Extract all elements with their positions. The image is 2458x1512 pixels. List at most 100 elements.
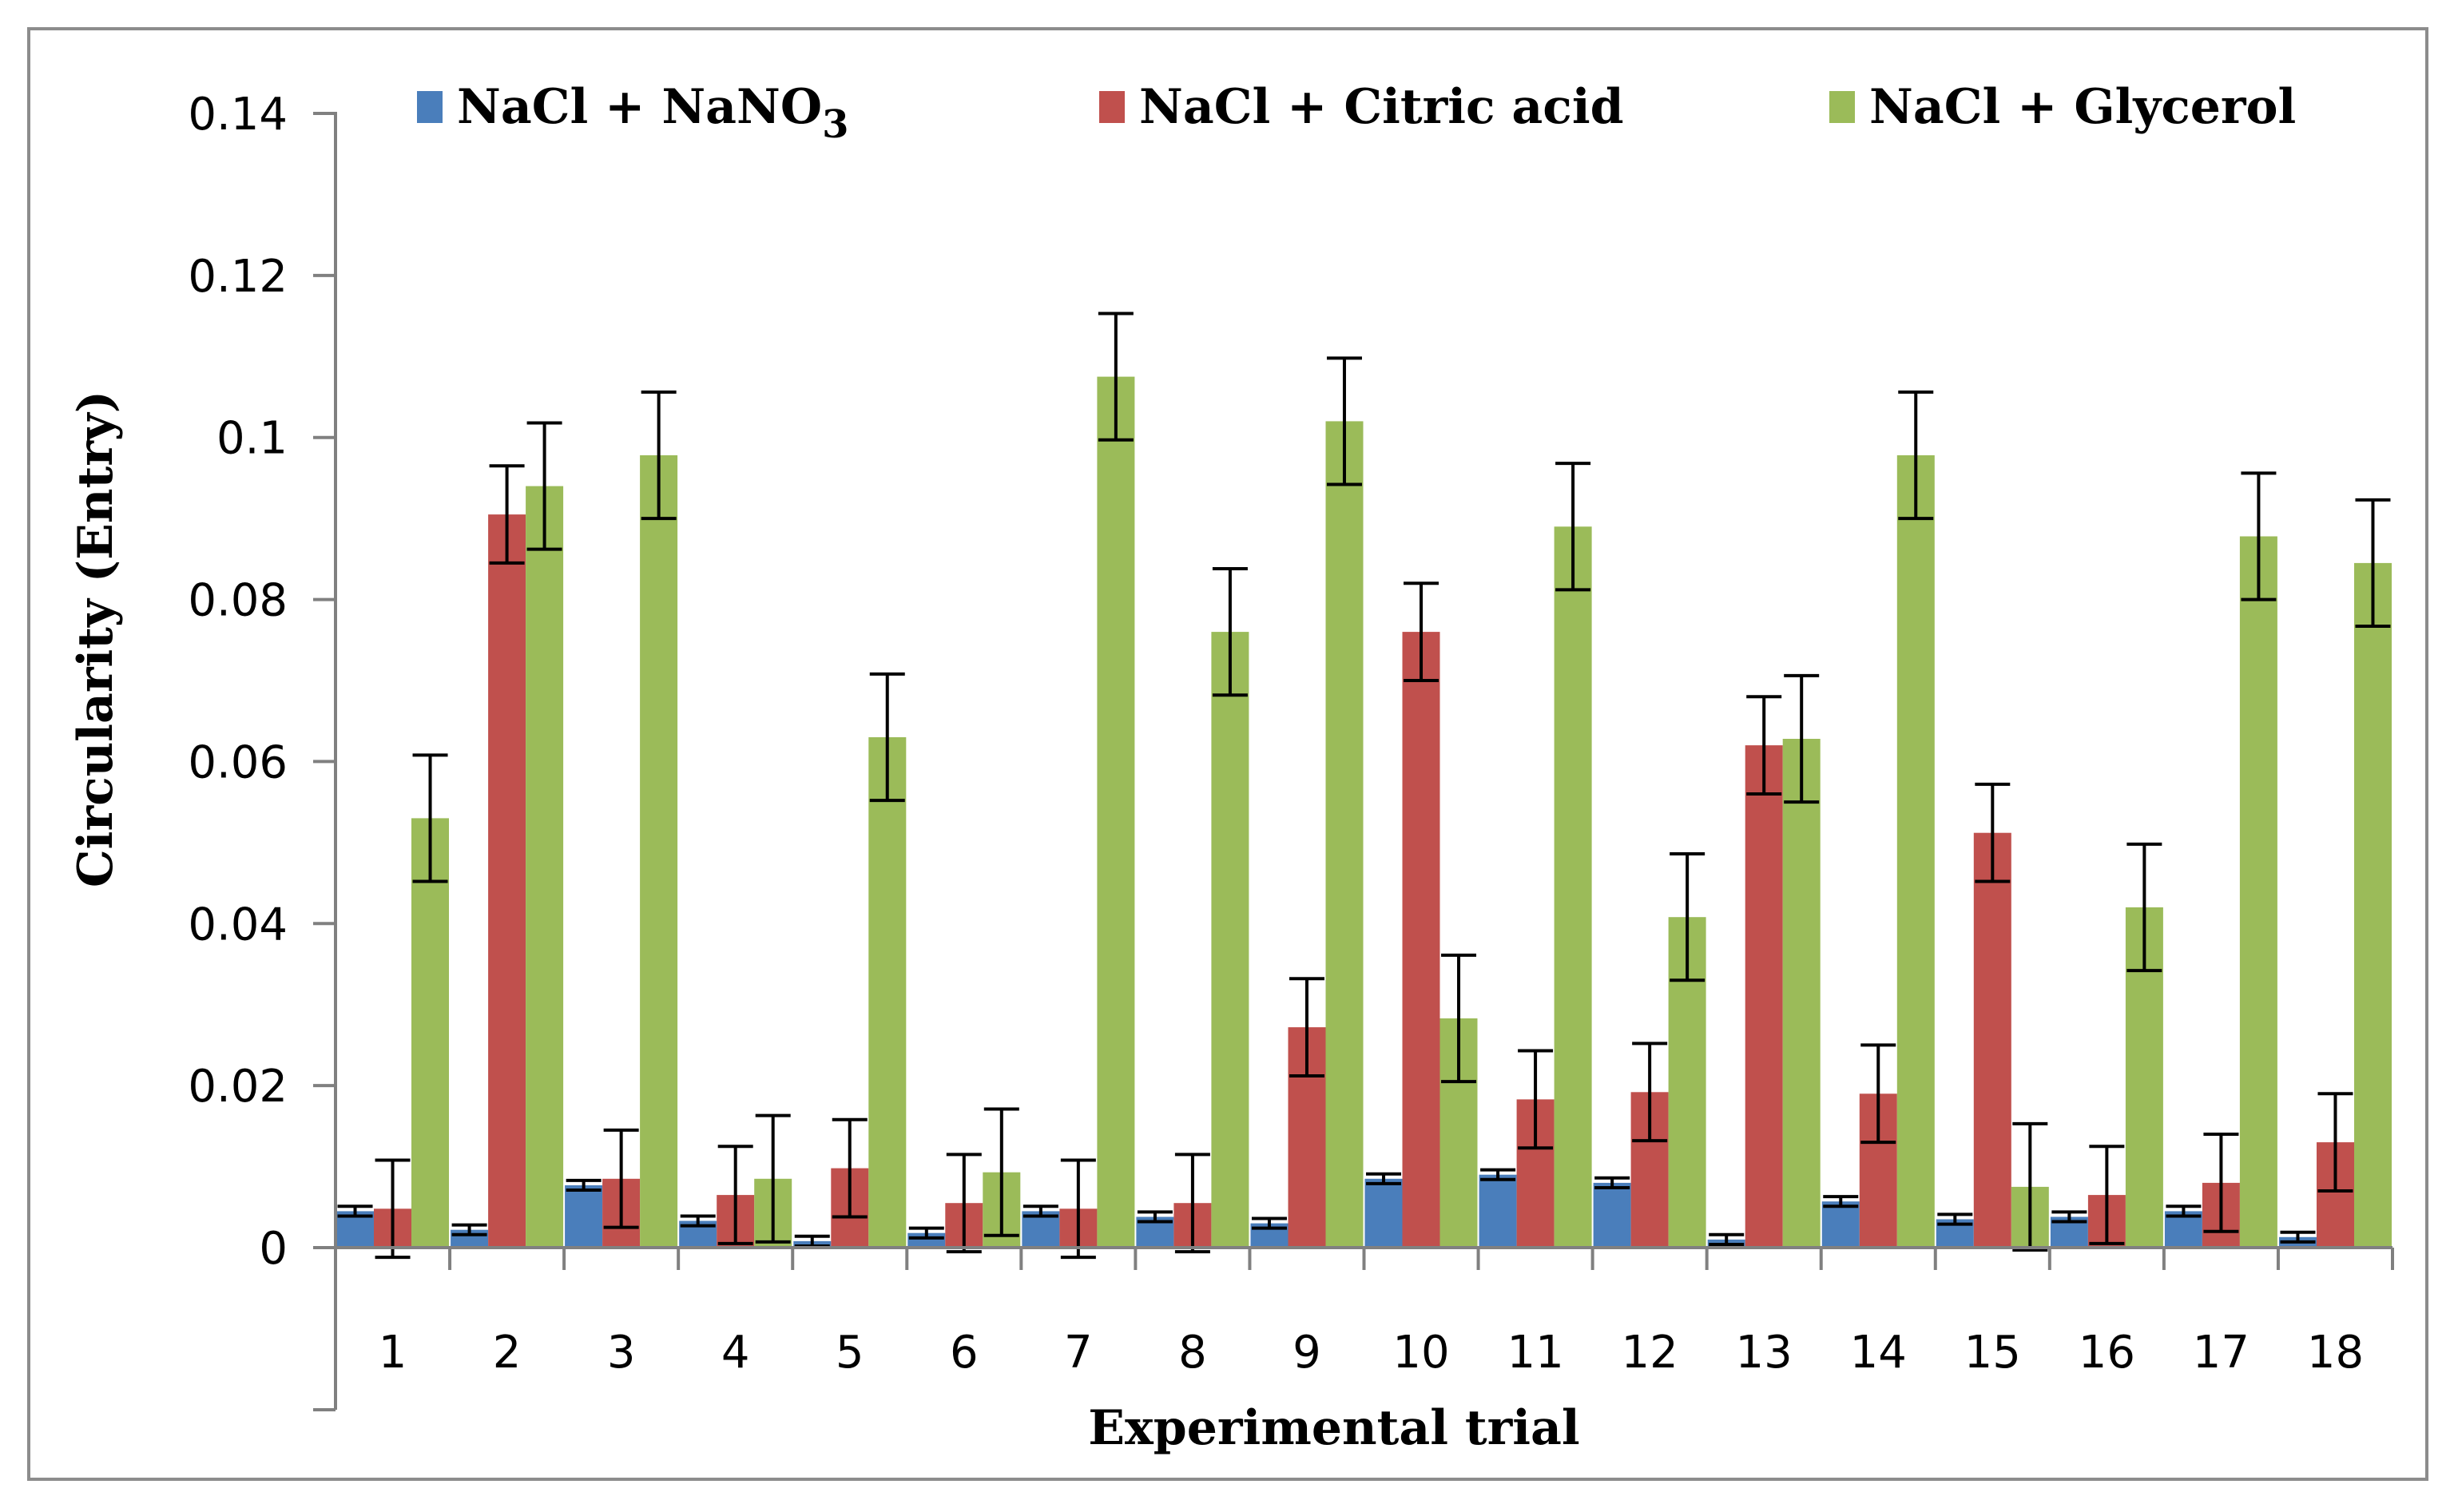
error-bar-series1-trial-2 [451,1223,487,1236]
legend-swatch-nacl-nano3 [417,91,443,123]
error-bar-series2-trial-15 [1975,782,2011,883]
error-bar-series2-trial-3 [603,1128,639,1229]
bar-series3-trial-14 [1896,455,1935,1248]
error-bar-series3-trial-3 [641,390,677,521]
error-bar-series3-trial-2 [526,421,562,551]
error-bar-series3-trial-16 [2126,842,2162,973]
error-bar-series1-trial-18 [2280,1230,2316,1244]
error-bar-series3-trial-10 [1441,953,1477,1084]
bar-series3-trial-3 [640,455,678,1248]
bar-series1-trial-12 [1593,1182,1631,1248]
error-bar-series1-trial-10 [1366,1172,1402,1185]
y-tick-label: 0.12 [188,251,288,303]
error-bar-series2-trial-10 [1404,581,1439,682]
error-bar-series1-trial-8 [1137,1210,1173,1224]
y-tick-label: 0.04 [188,899,288,950]
error-bar-series1-trial-7 [1023,1204,1058,1218]
error-bars-series-3 [412,312,2391,1252]
error-bar-series2-trial-12 [1632,1042,1668,1143]
legend-item-nacl-citric-acid: NaCl + Citric acid [1099,79,1624,135]
bar-series2-trial-10 [1402,632,1440,1248]
x-tick-label: 18 [2307,1327,2364,1379]
x-axis-title: Experimental trial [1088,1400,1579,1456]
bar-series1-trial-11 [1479,1174,1517,1248]
error-bar-series2-trial-17 [2203,1133,2239,1233]
error-bar-series3-trial-7 [1098,312,1134,442]
error-bar-series2-trial-2 [489,464,525,565]
x-tick-label: 14 [1850,1327,1907,1379]
series-1 [336,1174,2317,1248]
bar-series3-trial-18 [2354,562,2392,1248]
series-3 [411,376,2392,1248]
error-bar-series2-trial-6 [946,1153,982,1254]
error-bar-series3-trial-1 [412,753,448,883]
bar-series2-trial-13 [1745,745,1783,1248]
error-bar-series2-trial-14 [1860,1043,1896,1145]
bar-series1-trial-3 [565,1185,603,1248]
series-2 [374,514,2354,1248]
bar-series3-trial-11 [1554,526,1592,1248]
x-tick-label: 11 [1507,1327,1563,1379]
x-tick-label: 9 [1293,1327,1321,1379]
y-tick-label: 0.02 [188,1061,288,1113]
y-tick-label: 0.14 [188,89,288,141]
error-bar-series2-trial-5 [832,1117,868,1219]
bar-series2-trial-15 [1973,832,2011,1248]
error-bars-series-2 [375,464,2353,1260]
error-bar-series1-trial-5 [794,1234,830,1248]
error-bar-series1-trial-13 [1709,1232,1745,1246]
y-tick-label: 0 [259,1223,288,1275]
error-bar-series1-trial-11 [1480,1168,1516,1181]
plot-area [336,312,2392,1260]
error-bar-series3-trial-17 [2241,471,2277,601]
error-bar-series3-trial-6 [983,1107,1019,1237]
x-tick-label: 6 [950,1327,979,1379]
error-bars-series-1 [337,1168,2316,1248]
legend-label-nacl-citric-acid: NaCl + Citric acid [1139,79,1624,135]
error-bar-series3-trial-13 [1784,673,1820,804]
error-bar-series1-trial-17 [2166,1204,2202,1218]
x-tick-label: 7 [1064,1327,1093,1379]
x-tick-label: 2 [493,1327,522,1379]
legend-swatch-nacl-glycerol [1829,91,1855,123]
error-bar-series3-trial-15 [2012,1121,2048,1252]
bar-series1-trial-10 [1364,1178,1403,1248]
x-tick-label: 17 [2193,1327,2250,1379]
legend: NaCl + NaNO3 NaCl + Citric acid NaCl + G… [417,79,2296,147]
bar-series1-trial-14 [1821,1201,1860,1248]
bar-series3-trial-7 [1097,376,1135,1248]
x-tick-label: 1 [379,1327,407,1379]
bar-series3-trial-9 [1325,421,1364,1248]
error-bar-series1-trial-15 [1937,1212,1973,1226]
error-bar-series2-trial-13 [1746,695,1782,796]
legend-label-nacl-glycerol: NaCl + Glycerol [1869,79,2296,135]
legend-item-nacl-glycerol: NaCl + Glycerol [1829,79,2296,135]
error-bar-series3-trial-9 [1326,356,1362,486]
y-tick-label: 0.1 [216,413,288,465]
error-bar-series1-trial-3 [566,1178,602,1192]
error-bar-series2-trial-1 [375,1158,411,1260]
error-bar-series1-trial-6 [908,1226,944,1240]
bar-series3-trial-2 [526,486,564,1248]
legend-swatch-nacl-citric-acid [1099,91,1125,123]
error-bar-series3-trial-8 [1212,567,1248,697]
legend-item-nacl-nano3: NaCl + NaNO3 [417,79,849,147]
bar-series3-trial-13 [1782,739,1821,1248]
error-bar-series1-trial-16 [2051,1210,2087,1224]
error-bar-series1-trial-12 [1594,1176,1630,1189]
error-bar-series2-trial-9 [1289,977,1324,1077]
x-tick-label: 5 [836,1327,864,1379]
x-tick-label: 16 [2079,1327,2135,1379]
error-bar-series1-trial-1 [337,1204,373,1218]
bar-series3-trial-8 [1211,632,1249,1248]
axes: 00.020.040.060.080.10.120.141 2 3 4 5 6 7 8 9 10 1… [188,89,2394,1411]
y-tick-label: 0.06 [188,736,288,788]
error-bar-series2-trial-4 [717,1145,753,1245]
error-bar-series3-trial-11 [1555,462,1591,592]
x-tick-label: 3 [607,1327,636,1379]
y-tick-label: 0.08 [188,575,288,627]
legend-label-nacl-nano3: NaCl + NaNO3 [457,79,849,147]
x-tick-label: 12 [1622,1327,1678,1379]
bar-series3-trial-5 [868,737,907,1248]
error-bar-series1-trial-9 [1251,1216,1287,1230]
